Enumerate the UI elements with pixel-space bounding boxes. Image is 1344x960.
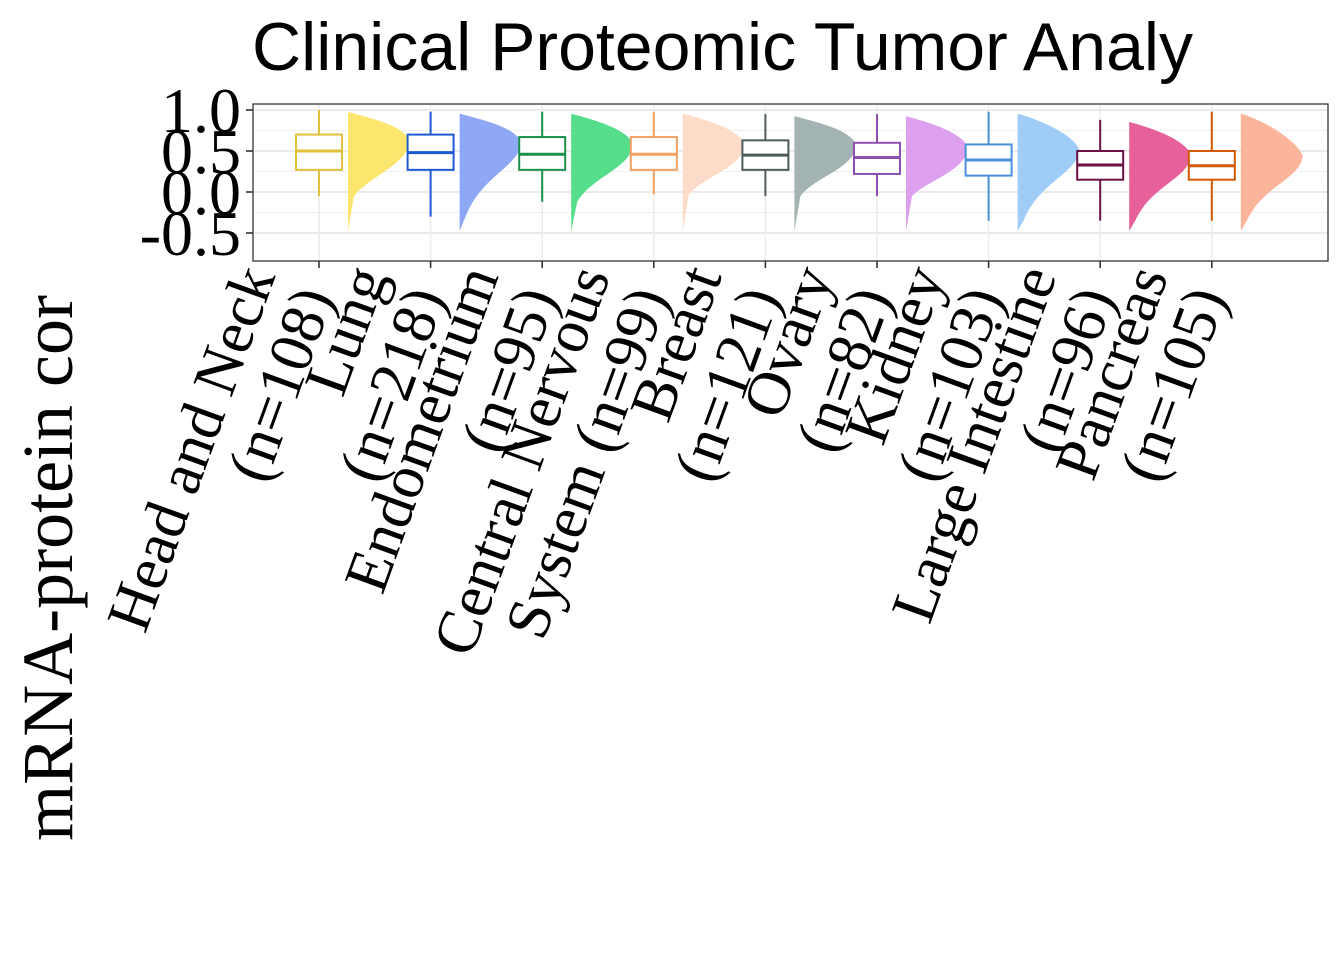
plot-border <box>252 103 1329 262</box>
y-axis-title: mRNA-protein cor <box>8 295 88 841</box>
violin-density-1 <box>348 112 410 231</box>
x-axis-ticks: Head and Neck(n=108)Lung(n=218)Endometri… <box>94 257 1240 664</box>
y-tick-label: 0.0 <box>161 157 241 228</box>
violin-density-4 <box>682 113 745 231</box>
violin-density-6 <box>906 116 968 231</box>
y-tick-label: -0.5 <box>140 198 241 269</box>
violin-density-5 <box>794 116 857 231</box>
violin-density-2 <box>459 113 522 231</box>
y-tick-label: 0.5 <box>161 116 241 187</box>
violin-density-8 <box>1129 121 1192 231</box>
plot-area <box>252 103 1329 262</box>
y-axis-label-group: mRNA-protein cor <box>8 295 88 841</box>
y-tick-label: 1.0 <box>161 75 241 146</box>
y-axis-ticks: -0.50.00.51.0 <box>140 75 253 269</box>
violin-density-9 <box>1240 113 1303 231</box>
x-tick-label: Head and Neck(n=108) <box>94 257 347 661</box>
chart-title: Clinical Proteomic Tumor Analy <box>252 9 1193 85</box>
violin-density-7 <box>1017 113 1080 231</box>
violin-density-3 <box>571 113 634 231</box>
